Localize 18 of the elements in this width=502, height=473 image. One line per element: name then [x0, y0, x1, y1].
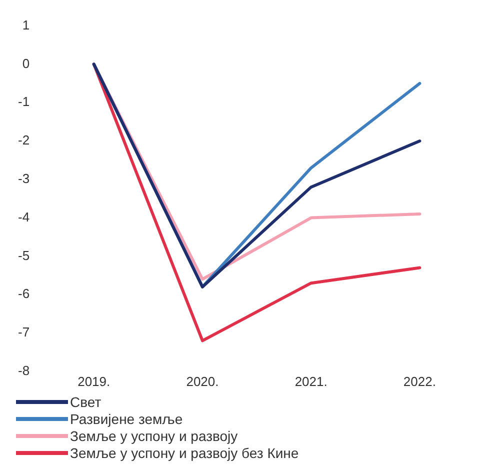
legend-label: Земље у успону и развоју [70, 428, 238, 444]
x-tick-label: 2020. [186, 374, 219, 389]
y-tick-label: -7 [18, 324, 30, 340]
x-tick-label: 2022. [403, 374, 436, 389]
y-tick-label: -8 [18, 362, 30, 378]
y-tick-label: -1 [18, 94, 30, 110]
y-tick-label: 0 [22, 56, 30, 71]
legend-label: Земље у успону и развоју без Кине [70, 444, 299, 460]
y-tick-label: -2 [18, 132, 30, 148]
y-tick-label: -5 [18, 248, 30, 263]
legend-label: Развијене земље [70, 410, 183, 426]
x-tick-label: 2021. [294, 374, 328, 389]
y-tick-label: 1 [22, 17, 30, 32]
y-tick-label: -6 [18, 286, 30, 302]
y-tick-label: -3 [18, 170, 30, 186]
legend-label: Свет [70, 394, 102, 410]
y-tick-label: -4 [18, 209, 30, 224]
x-tick-label: 2019. [78, 374, 110, 389]
